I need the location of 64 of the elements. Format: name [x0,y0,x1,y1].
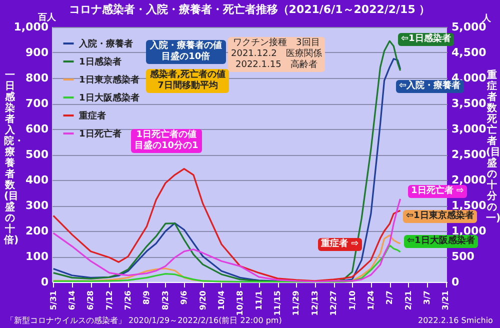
x-tick-label: 12/27 [329,290,338,316]
y2-tick-label: 3,000 [452,122,487,136]
annotation: ⇦1日大阪感染者 [404,235,478,248]
y-tick-label: 700 [26,97,49,110]
y-tick-label: 800 [26,72,49,84]
y-tick-label: 500 [26,148,49,161]
x-tick-label: 6/28 [86,290,96,310]
y-tick-label: 0 [40,276,49,288]
x-tick-label: 11/29 [292,290,301,316]
x-tick-label: 7/12 [104,290,114,310]
y-tick-label: 600 [26,122,49,136]
x-tick-label: 11/15 [273,290,282,316]
x-tick-label: 8/23 [160,290,170,310]
text: 「新型コロナウイルスの感染者」 2020/1/29～2022/2/16(前日 22:00 pm) [6,315,282,326]
x-tick-label: 12/13 [310,290,320,316]
x-tick-label: 1/24 [366,290,376,310]
x-tick-label: 5/31 [48,290,58,310]
annotation: 重症者 ⇨ [318,238,362,251]
x-tick-label: 6/14 [68,290,77,310]
x-tick-label: 2/7 [385,290,394,305]
y-tick-label: 1,000 [14,20,49,34]
y2-tick-label: 500 [452,250,475,263]
x-tick-label: 11/1 [254,290,264,310]
line-series [52,198,402,282]
annotation: 感染者,死亡者の値7日間移動平均 [146,69,230,93]
chart-title: コロナ感染者・入院・療養者・死亡者推移（2021/6/1～2022/2/15 ） [68,3,430,16]
y-tick-label: 400 [26,174,49,186]
x-tick-label: 10/18 [236,290,245,316]
x-tick-label: 3/21 [441,290,450,310]
x-tick-label: 9/20 [198,290,208,310]
y-tick-label: 900 [26,46,49,59]
x-tick-label: 9/6 [180,290,189,305]
text: 百人 [38,13,56,23]
annotation: ⇦入院・療養者 [396,80,464,93]
y-tick-label: 300 [26,199,49,212]
legend-label: 1日死亡者 [79,128,122,140]
annotation: 入院・療養者の値目盛の10倍 [146,40,226,64]
annotation: ⇦1日東京感染者 [403,210,477,223]
x-tick-label: 2/21 [404,290,413,310]
text: 一日感染者入院・療養者数(目盛の十倍) [4,70,24,246]
legend-label: 1日東京感染者 [79,74,140,86]
text: 2022.2.16 Smichio [418,315,493,326]
y-tick-label: 100 [26,250,49,263]
legend-label: 1日大阪感染者 [79,92,140,104]
x-tick-label: 7/26 [124,290,133,310]
legend-label: 入院・療養者 [78,38,133,50]
annotation: ワクチン接種 3回目 2021.12.2 医療関係 2022.1.15 高齢者 [228,37,325,72]
annotation: 1日死亡者の値目盛の10分の1 [131,129,202,153]
y2-tick-label: 4,500 [452,46,487,59]
x-tick-label: 1/10 [348,290,357,310]
y2-tick-label: 0 [452,276,460,288]
legend-label: 1日感染者 [79,56,122,68]
y2-tick-label: 2,000 [452,174,487,186]
text: 重症者数死亡者(目盛の十分の一) [486,70,500,224]
annotation: ⇦1日感染者 [398,33,454,46]
y2-tick-label: 2,500 [452,148,487,161]
x-tick-label: 8/9 [142,290,152,305]
y2-tick-label: 3,500 [452,97,487,110]
y-tick-label: 200 [26,224,49,238]
line-series [52,168,402,282]
annotation: 1日死亡者 ⇨ [408,185,467,198]
x-tick-label: 10/4 [216,290,226,310]
legend-label: 重症者 [78,110,106,122]
x-tick-label: 3/7 [422,290,432,305]
